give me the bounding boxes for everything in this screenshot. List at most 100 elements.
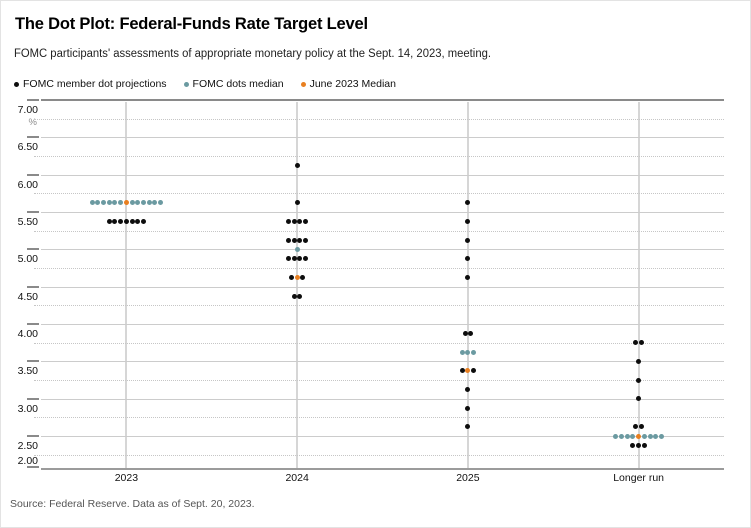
- y-axis-tick: [27, 99, 39, 101]
- black-projection-dot: [465, 386, 471, 392]
- black-projection-dot: [638, 340, 644, 346]
- black-projection-dot: [303, 256, 309, 262]
- y-gridline-dotted: [34, 417, 724, 419]
- legend-item-projections: FOMC member dot projections: [14, 78, 167, 90]
- black-projection-dot: [465, 237, 471, 243]
- black-projection-dot: [118, 218, 124, 224]
- black-projection-dot: [129, 218, 135, 224]
- y-axis-label: 4.00: [17, 328, 38, 340]
- y-gridline: [41, 212, 724, 213]
- x-axis-label: 2024: [285, 472, 309, 484]
- black-projection-dot: [459, 368, 465, 374]
- black-projection-dot: [291, 256, 297, 262]
- column-guide-line: [125, 102, 128, 469]
- teal-projection-dot: [135, 200, 141, 206]
- black-projection-dot: [465, 218, 471, 224]
- black-projection-dot: [135, 218, 141, 224]
- legend-label: FOMC dots median: [192, 78, 284, 90]
- y-axis-label: 2.50: [17, 440, 38, 452]
- teal-projection-dot: [653, 433, 659, 439]
- y-axis-tick: [27, 211, 39, 213]
- teal-projection-dot: [613, 433, 619, 439]
- black-projection-dot: [297, 256, 303, 262]
- black-projection-dot: [303, 218, 309, 224]
- y-gridline: [41, 436, 724, 437]
- black-projection-dot: [286, 256, 292, 262]
- y-gridline: [41, 324, 724, 325]
- y-axis-label: 5.50: [17, 216, 38, 228]
- y-gridline-dotted: [34, 268, 724, 269]
- y-gridline-dotted: [34, 380, 724, 381]
- y-gridline-dotted: [34, 454, 724, 456]
- teal-projection-dot: [471, 349, 477, 355]
- black-dot-icon: [14, 81, 19, 87]
- orange-projection-dot: [294, 274, 300, 280]
- y-axis-tick: [27, 136, 39, 139]
- teal-projection-dot: [641, 433, 647, 439]
- black-projection-dot: [303, 237, 309, 243]
- teal-projection-dot: [146, 200, 152, 206]
- chart-top-border: [41, 99, 724, 101]
- teal-projection-dot: [630, 433, 636, 439]
- black-projection-dot: [140, 218, 146, 224]
- y-axis-label: 6.00: [17, 178, 38, 191]
- teal-projection-dot: [619, 433, 625, 439]
- legend-item-june-median: June 2023 Median: [300, 78, 396, 90]
- y-gridline-dotted: [34, 342, 724, 344]
- x-axis-label: 2025: [456, 472, 480, 484]
- black-projection-dot: [291, 293, 297, 299]
- orange-projection-dot: [123, 200, 129, 206]
- legend-label: June 2023 Median: [309, 78, 396, 90]
- legend-item-fomc-median: FOMC dots median: [183, 78, 284, 90]
- x-axis-label: 2023: [114, 472, 139, 484]
- y-gridline: [41, 286, 724, 288]
- black-projection-dot: [106, 218, 112, 224]
- x-axis-line: [41, 468, 724, 470]
- black-projection-dot: [300, 274, 306, 280]
- legend-label: FOMC member dot projections: [23, 78, 167, 90]
- black-projection-dot: [288, 274, 294, 280]
- black-projection-dot: [286, 237, 292, 243]
- teal-projection-dot: [465, 349, 471, 355]
- black-projection-dot: [465, 256, 471, 262]
- black-projection-dot: [112, 218, 118, 224]
- teal-projection-dot: [129, 200, 135, 206]
- black-projection-dot: [294, 200, 300, 206]
- y-axis-label: 5.00: [17, 253, 38, 266]
- teal-projection-dot: [140, 200, 146, 206]
- black-projection-dot: [291, 218, 297, 224]
- y-axis-unit-label: %: [28, 117, 37, 128]
- source-note: Source: Federal Reserve. Data as of Sept…: [10, 498, 255, 510]
- y-axis-tick: [27, 323, 39, 325]
- y-gridline-dotted: [34, 305, 724, 307]
- y-axis-label: 4.50: [17, 290, 38, 303]
- y-gridline: [41, 174, 724, 176]
- black-projection-dot: [286, 218, 292, 224]
- chart-subtitle: FOMC participants' assessments of approp…: [14, 48, 491, 60]
- y-gridline: [41, 137, 724, 139]
- y-gridline-dotted: [34, 193, 724, 195]
- black-projection-dot: [465, 405, 471, 411]
- teal-projection-dot: [624, 433, 630, 439]
- black-projection-dot: [636, 396, 642, 402]
- black-projection-dot: [297, 218, 303, 224]
- y-axis-tick: [27, 466, 39, 468]
- y-axis-label: 3.50: [17, 365, 38, 378]
- teal-projection-dot: [89, 200, 95, 206]
- teal-projection-dot: [647, 433, 653, 439]
- teal-projection-dot: [459, 349, 465, 355]
- column-guide-line: [466, 102, 469, 469]
- y-gridline: [41, 249, 724, 251]
- teal-projection-dot: [95, 200, 101, 206]
- black-projection-dot: [462, 330, 468, 336]
- black-projection-dot: [633, 340, 639, 346]
- y-axis-label: 6.50: [17, 141, 38, 154]
- black-projection-dot: [633, 424, 639, 430]
- y-gridline-dotted: [34, 118, 724, 120]
- black-projection-dot: [636, 358, 642, 364]
- black-projection-dot: [294, 162, 300, 168]
- y-gridline: [41, 361, 724, 363]
- column-guide-line: [637, 102, 640, 469]
